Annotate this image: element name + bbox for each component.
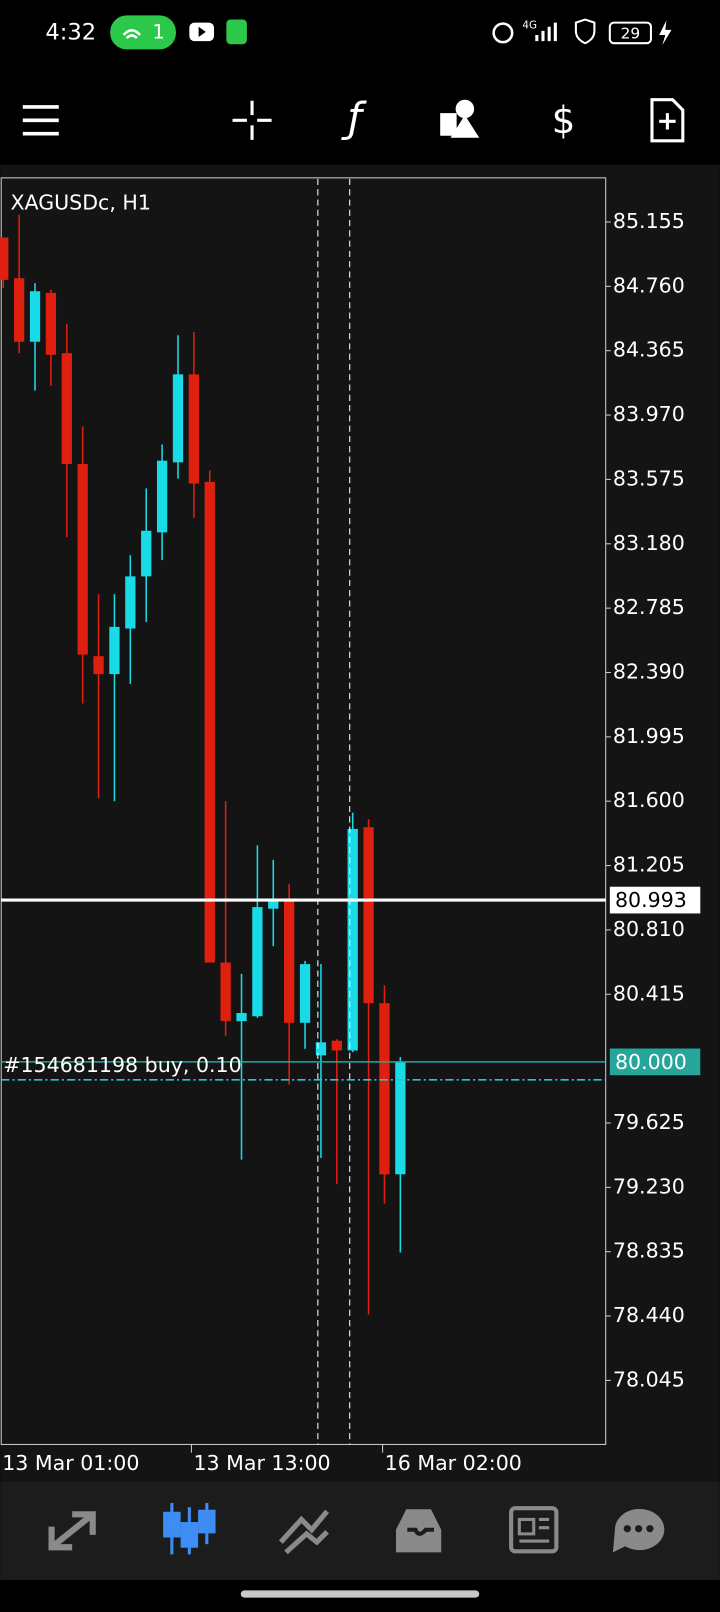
bottom-nav [0, 1481, 720, 1581]
x-tick-label: 16 Mar 02:00 [385, 1451, 522, 1475]
y-tick-label: 84.365 [613, 338, 685, 362]
symbol-label: XAGUSDc, H1 [10, 191, 150, 215]
new-order-icon-plus [659, 113, 676, 130]
candle-body [93, 656, 104, 675]
candle-body [45, 292, 57, 355]
y-tick-label: 79.625 [613, 1110, 685, 1134]
y-tick-label: 81.205 [613, 853, 685, 877]
y-tick-label: 85.155 [613, 209, 685, 233]
y-tick-label: 82.390 [613, 659, 685, 683]
candle-body [284, 900, 295, 1023]
signal-icon [535, 22, 557, 42]
x-tick-label: 13 Mar 01:00 [2, 1451, 139, 1475]
chart-tab[interactable] [163, 1503, 216, 1555]
candle-body [141, 530, 152, 577]
alarm-icon [492, 22, 514, 44]
y-tick-label: 79.230 [613, 1174, 685, 1198]
crosshair-button[interactable] [232, 100, 272, 140]
candle-body [268, 900, 279, 909]
y-tick-label: 81.995 [613, 724, 685, 748]
battery-icon [608, 21, 652, 45]
hotspot-count: 1 [152, 20, 164, 43]
messages-dot [646, 1525, 654, 1533]
objects-icon-part [455, 99, 475, 119]
candle-body [29, 291, 41, 342]
candle-body [379, 1003, 390, 1175]
app-icon [226, 19, 247, 45]
y-tick-label: 78.045 [613, 1367, 685, 1391]
candle-body [315, 1042, 327, 1056]
new-order-button[interactable] [650, 98, 685, 143]
candle-body [61, 353, 72, 464]
trade-tab[interactable] [278, 1509, 330, 1555]
y-tick-label: 83.575 [613, 466, 685, 490]
chart-background [0, 164, 720, 1482]
price-label-box [609, 886, 701, 914]
candle-body [347, 828, 358, 1051]
plot [0, 214, 406, 1315]
candle-body [125, 576, 136, 629]
youtube-play [198, 26, 206, 38]
history-icon-part [407, 1527, 435, 1536]
battery-level: 29 [621, 24, 641, 42]
x-tick-label: 13 Mar 13:00 [193, 1451, 330, 1475]
menu-button[interactable] [22, 105, 59, 136]
hotspot-icon [122, 29, 141, 39]
candle-body [331, 1040, 342, 1051]
candle-body [0, 237, 9, 280]
candle-body [14, 278, 25, 342]
candle-body [252, 907, 263, 1017]
candle-body [236, 1013, 247, 1022]
y-tick-label: 81.600 [613, 788, 685, 812]
order-price-box [609, 1048, 701, 1076]
candle-body [363, 827, 374, 1004]
candle-body [77, 463, 88, 655]
home-indicator [240, 1590, 480, 1598]
trade-button[interactable]: $ [552, 99, 576, 142]
y-tick-label: 78.835 [613, 1239, 685, 1263]
quotes-tab[interactable] [48, 1511, 96, 1551]
charging-icon [659, 20, 672, 46]
chart-frame [0, 177, 607, 1445]
y-tick-label: 80.810 [613, 917, 685, 941]
candle-body [299, 964, 311, 1023]
y-tick-label: 82.785 [613, 595, 685, 619]
news-icon-part [517, 1517, 550, 1543]
candle-body [220, 962, 231, 1022]
candle-body [172, 374, 184, 463]
history-tab[interactable] [395, 1509, 442, 1553]
order-label: #154681198 buy, 0.10 [3, 1053, 241, 1077]
order-price-label: 80.000 [615, 1050, 687, 1074]
objects-button[interactable] [440, 113, 480, 138]
candle-body [188, 374, 200, 484]
candle-body [395, 1061, 406, 1175]
y-tick-label: 84.760 [613, 273, 685, 297]
clock: 4:32 [45, 19, 96, 45]
vpn-icon [574, 18, 596, 45]
price-label: 80.993 [615, 888, 687, 912]
candle-body [204, 481, 215, 963]
messages-dot [623, 1525, 631, 1533]
candle-body [156, 460, 168, 533]
news-tab[interactable] [509, 1506, 559, 1554]
network-icon: 4G [522, 20, 537, 32]
messages-dot [635, 1525, 643, 1533]
y-tick-label: 83.970 [613, 402, 685, 426]
candle-body [109, 626, 120, 675]
y-tick-label: 78.440 [613, 1303, 685, 1327]
hotspot-badge [110, 15, 176, 50]
y-tick-label: 83.180 [613, 531, 685, 555]
y-tick-label: 80.415 [613, 981, 685, 1005]
